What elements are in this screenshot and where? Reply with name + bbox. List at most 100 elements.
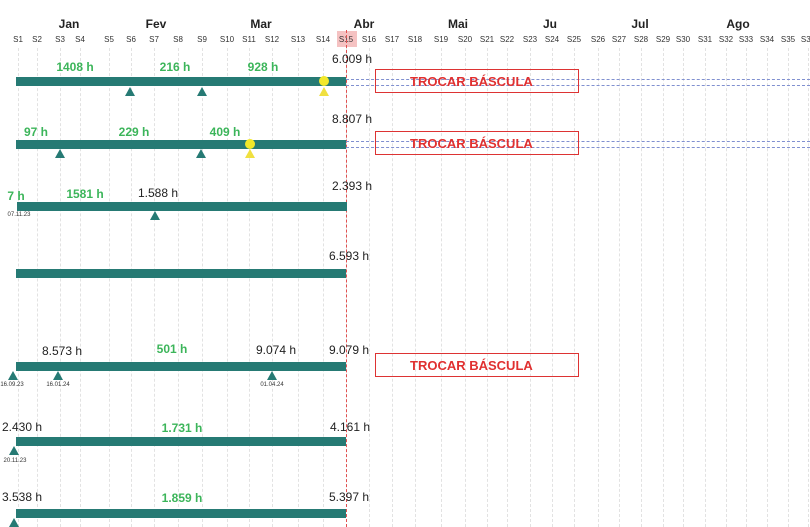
gridline	[178, 48, 179, 527]
week-label: S28	[633, 35, 649, 44]
gridline	[663, 48, 664, 527]
interval-label: 7 h	[7, 189, 25, 203]
total-hours: 8.807 h	[331, 112, 373, 126]
interval-label: 928 h	[247, 60, 279, 74]
planned-dot-icon[interactable]	[245, 139, 255, 149]
month-label: Abr	[353, 17, 375, 31]
month-label: Ju	[542, 17, 558, 31]
total-hours: 2.393 h	[331, 179, 373, 193]
gridline	[441, 48, 442, 527]
maintenance-marker-icon[interactable]	[196, 149, 206, 158]
gridline	[619, 48, 620, 527]
gridline	[298, 48, 299, 527]
gridline	[788, 48, 789, 527]
planned-dot-icon[interactable]	[319, 76, 329, 86]
maintenance-marker-icon[interactable]	[267, 371, 277, 380]
gridline	[598, 48, 599, 527]
week-label: S21	[479, 35, 495, 44]
gridline	[392, 48, 393, 527]
week-label: S20	[457, 35, 473, 44]
timeline-bar[interactable]	[16, 269, 346, 278]
week-label: S23	[522, 35, 538, 44]
week-label: S32	[718, 35, 734, 44]
hours-label: 8.573 h	[41, 344, 83, 358]
gridline	[507, 48, 508, 527]
week-label: S3	[55, 35, 65, 44]
planned-marker-icon[interactable]	[245, 149, 255, 158]
timeline-bar[interactable]	[16, 437, 346, 446]
maintenance-marker-icon[interactable]	[55, 149, 65, 158]
week-label: S34	[759, 35, 775, 44]
gridline	[18, 48, 19, 527]
timeline-bar[interactable]	[17, 202, 347, 211]
gridline	[552, 48, 553, 527]
week-label: S35	[780, 35, 796, 44]
total-hours: 9.079 h	[328, 343, 370, 357]
gridline	[227, 48, 228, 527]
gridline	[530, 48, 531, 527]
gridline	[746, 48, 747, 527]
week-label: S26	[590, 35, 606, 44]
week-label: S29	[655, 35, 671, 44]
gridline	[109, 48, 110, 527]
maintenance-marker-icon[interactable]	[9, 518, 19, 527]
gridline	[272, 48, 273, 527]
timeline-bar[interactable]	[16, 77, 346, 86]
interval-label: 1.731 h	[161, 421, 203, 435]
week-label: S14	[315, 35, 331, 44]
maintenance-marker-icon[interactable]	[9, 446, 19, 455]
interval-label: 216 h	[159, 60, 191, 74]
interval-label: 501 h	[156, 342, 188, 356]
week-label: S27	[611, 35, 627, 44]
gridline	[641, 48, 642, 527]
timeline-bar[interactable]	[16, 140, 346, 149]
interval-label: 97 h	[23, 125, 49, 139]
week-label: S2	[32, 35, 42, 44]
week-label: S9	[197, 35, 207, 44]
month-label: Fev	[145, 17, 167, 31]
timeline-bar[interactable]	[16, 509, 346, 518]
week-label: S16	[361, 35, 377, 44]
planned-marker-icon[interactable]	[319, 87, 329, 96]
interval-label: 229 h	[118, 125, 150, 139]
week-label: S13	[290, 35, 306, 44]
total-hours: 6.009 h	[331, 52, 373, 66]
gridline	[808, 48, 809, 527]
hours-label: 3.538 h	[1, 490, 43, 504]
interval-label: 1408 h	[56, 60, 94, 74]
hours-label: 2.430 h	[1, 420, 43, 434]
week-label: S25	[566, 35, 582, 44]
week-label: S1	[13, 35, 23, 44]
gridline	[154, 48, 155, 527]
date-label: 07.11.23	[7, 212, 31, 218]
week-label: S18	[407, 35, 423, 44]
week-label: S17	[384, 35, 400, 44]
week-label: S5	[104, 35, 114, 44]
alert-box: TROCAR BÁSCULA	[375, 353, 579, 377]
week-label: S4	[75, 35, 85, 44]
maintenance-marker-icon[interactable]	[8, 371, 18, 380]
maintenance-marker-icon[interactable]	[53, 371, 63, 380]
today-line	[346, 30, 347, 527]
gridline	[323, 48, 324, 527]
week-label: S24	[544, 35, 560, 44]
timeline-bar[interactable]	[16, 362, 346, 371]
month-label: Mar	[250, 17, 272, 31]
interval-label: 1.859 h	[161, 491, 203, 505]
gridline	[487, 48, 488, 527]
gridline	[249, 48, 250, 527]
week-label: S30	[675, 35, 691, 44]
maintenance-marker-icon[interactable]	[150, 211, 160, 220]
gridline	[369, 48, 370, 527]
date-label: 20.11.23	[3, 458, 27, 464]
maintenance-marker-icon[interactable]	[197, 87, 207, 96]
week-label: S11	[242, 35, 256, 44]
alert-box: TROCAR BÁSCULA	[375, 131, 579, 155]
month-label: Mai	[447, 17, 469, 31]
gridline	[80, 48, 81, 527]
interval-label: 1581 h	[66, 187, 104, 201]
maintenance-marker-icon[interactable]	[125, 87, 135, 96]
month-label: Jan	[58, 17, 80, 31]
month-label: Jul	[631, 17, 649, 31]
interval-label: 409 h	[209, 125, 241, 139]
